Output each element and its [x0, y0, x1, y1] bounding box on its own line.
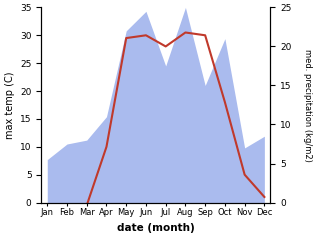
X-axis label: date (month): date (month)	[117, 223, 195, 233]
Y-axis label: med. precipitation (kg/m2): med. precipitation (kg/m2)	[303, 49, 312, 161]
Y-axis label: max temp (C): max temp (C)	[4, 71, 15, 139]
